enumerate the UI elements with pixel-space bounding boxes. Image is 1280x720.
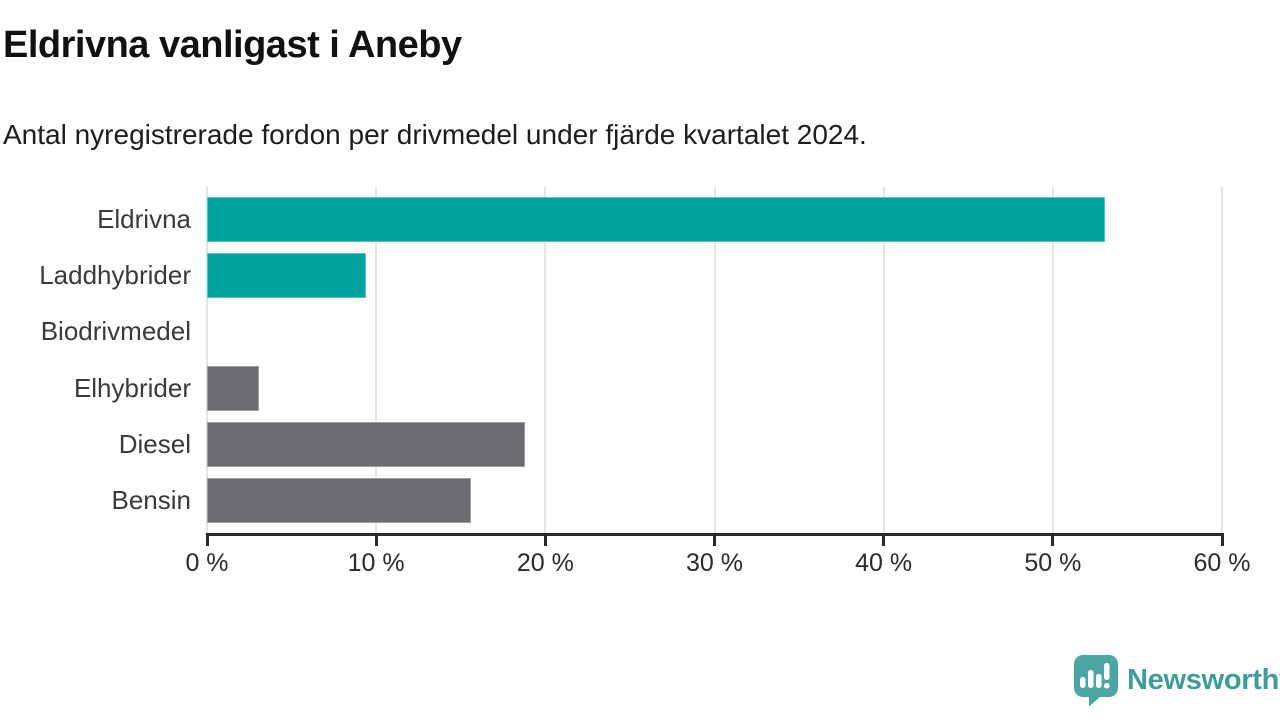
x-axis-tick-label: 60 % bbox=[1193, 549, 1251, 577]
bar-diesel bbox=[207, 421, 526, 467]
gridline bbox=[206, 187, 208, 533]
page-title: Eldrivna vanligast i Aneby bbox=[3, 24, 462, 66]
x-axis-tick-label: 0 % bbox=[185, 549, 229, 577]
category-label: Laddhybrider bbox=[39, 260, 191, 291]
x-axis-tick bbox=[1051, 533, 1055, 546]
chart-subtitle: Antal nyregistrerade fordon per drivmede… bbox=[3, 119, 867, 150]
bar-eldrivna bbox=[207, 197, 1106, 242]
newsworthy-speech-bubble-chart-icon bbox=[1074, 655, 1118, 706]
bar-elhybrider bbox=[207, 365, 260, 411]
gridline bbox=[1051, 187, 1054, 533]
gridline bbox=[375, 187, 378, 533]
x-axis-tick bbox=[543, 533, 547, 546]
x-axis-tick-label: 10 % bbox=[347, 549, 405, 577]
gridline bbox=[713, 187, 716, 533]
x-axis-tick-label: 30 % bbox=[686, 549, 743, 577]
newsworthy-logo-text: Newsworthy bbox=[1127, 663, 1280, 696]
x-axis-tick-label: 40 % bbox=[855, 549, 913, 577]
category-label: Bensin bbox=[111, 485, 192, 515]
gridline bbox=[882, 187, 885, 533]
x-axis-tick bbox=[374, 533, 378, 546]
bar-bensin bbox=[207, 478, 471, 523]
category-label: Biodrivmedel bbox=[40, 316, 191, 347]
category-label: Eldrivna bbox=[97, 204, 191, 234]
category-label: Elhybrider bbox=[73, 372, 191, 403]
bar-laddhybrider bbox=[207, 253, 367, 299]
x-axis-tick bbox=[1220, 533, 1224, 546]
x-axis-tick-label: 50 % bbox=[1024, 549, 1082, 577]
x-axis-tick bbox=[205, 533, 209, 546]
gridline bbox=[1221, 187, 1223, 533]
gridline bbox=[544, 187, 547, 533]
x-axis-tick-label: 20 % bbox=[516, 549, 574, 577]
x-axis-tick bbox=[882, 533, 886, 546]
newsworthy-logo: Newsworthy bbox=[1070, 654, 1280, 706]
category-label: Diesel bbox=[118, 428, 191, 459]
x-axis-tick bbox=[713, 533, 716, 546]
